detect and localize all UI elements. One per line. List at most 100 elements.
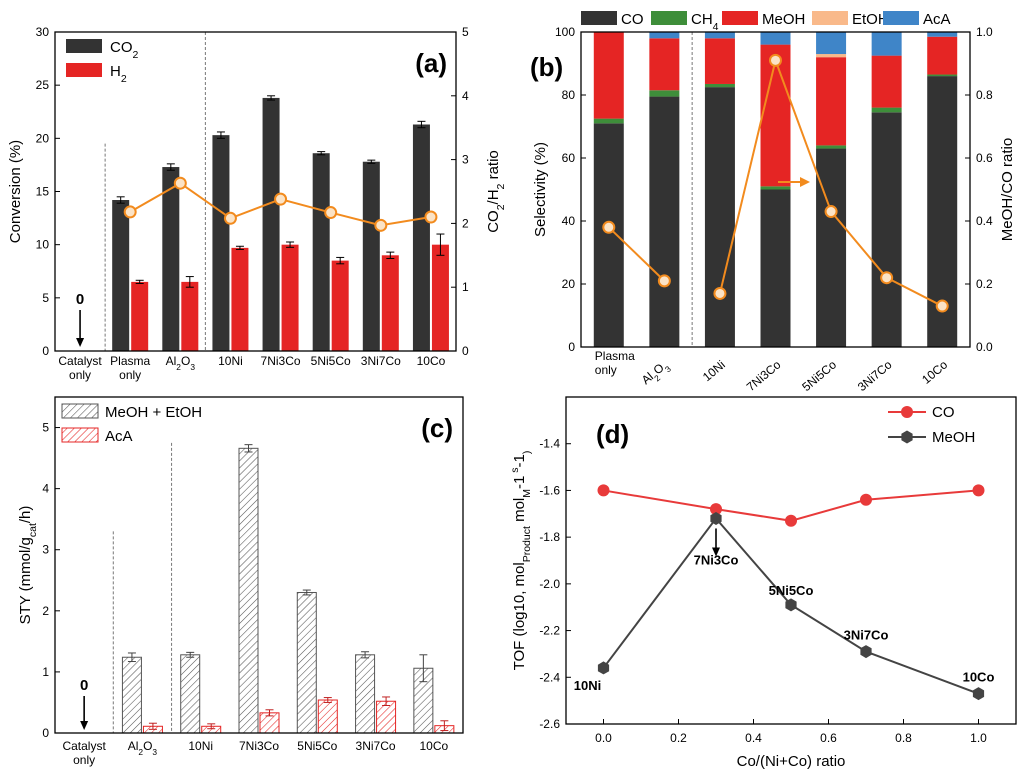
legend-label-EtOH: EtOH (852, 11, 889, 28)
ytick-label: -1.8 (539, 530, 560, 544)
ytick-label: 0 (42, 344, 49, 358)
ytick-label: 80 (562, 88, 576, 102)
legend-swatch-1 (61, 427, 99, 443)
legend-label-MeOH: MeOH (932, 429, 975, 446)
bar-CH4-4 (816, 145, 847, 149)
y-axis-label-part: s (509, 467, 521, 475)
legend-label-0: MeOH + EtOH (105, 404, 202, 421)
point-label-2: 5Ni5Co (769, 583, 814, 598)
y-axis-label-part: mol (511, 498, 528, 526)
y-axis-label-part: Product (521, 526, 533, 562)
xtick-label-5: 3Ni7Co (356, 739, 396, 753)
ytick-label: -2.2 (539, 624, 560, 638)
ytick-label: 10 (36, 238, 50, 252)
ratio-point-5 (324, 206, 338, 220)
panel-label: (b) (530, 52, 563, 82)
bar-CO2-5 (312, 153, 330, 351)
ytick-label: 3 (42, 543, 49, 557)
legend-label-CO2-part: 2 (133, 49, 139, 61)
bar-H2-6 (381, 255, 399, 351)
xtick-label-2-part: Al (166, 354, 177, 368)
bar-AcA-3 (760, 32, 791, 45)
legend-label-CH4-part: 4 (713, 21, 719, 33)
bar-CH4-3 (760, 186, 791, 190)
legend-label-CO: CO (621, 11, 644, 28)
ratio-point-3 (223, 211, 237, 225)
bar-CO2-6 (362, 161, 380, 351)
y-axis-label: Conversion (%) (7, 140, 24, 243)
point-label-3: 3Ni7Co (844, 628, 889, 643)
y-axis-label-part: M (521, 489, 533, 498)
point-label-1: 7Ni3Co (694, 552, 739, 567)
y-axis-label-part: TOF (log10, mol (511, 562, 528, 670)
y2tick-label: 3 (462, 153, 469, 167)
xtick-label-4: 5Ni5Co (297, 739, 337, 753)
legend-label-CO2-part: CO (110, 39, 133, 56)
xtick-label-6: 10Co (420, 739, 449, 753)
xtick-label-1: Al2O3 (639, 357, 673, 390)
legend-swatch-EtOH (812, 11, 848, 25)
xtick-label-1-part: 2 (652, 373, 662, 384)
xtick-label-1-part: O (143, 739, 152, 753)
ratio-point-7 (424, 210, 438, 224)
ytick-label: 4 (42, 482, 49, 496)
bar-MeOH-1 (649, 38, 680, 91)
bar-MeOH + EtOH-4 (296, 591, 317, 734)
legend-label-H2-part: 2 (121, 73, 127, 85)
ratio-point-1 (657, 274, 671, 288)
zero-annotation: 0 (76, 291, 84, 308)
legend-marker-CO (901, 406, 913, 418)
xtick-label-2-part: 2 (176, 362, 181, 372)
bar-MeOH + EtOH-2 (180, 654, 201, 734)
legend-label-H2-part: H (110, 63, 121, 80)
legend-label-CO2: CO2 (110, 39, 139, 61)
point-CO-0 (597, 484, 610, 497)
y2tick-label: 0.6 (976, 151, 993, 165)
xtick-label-5: 3Ni7Co (855, 357, 895, 394)
bar-CO-5 (871, 112, 902, 347)
ytick-label: 20 (562, 277, 576, 291)
legend-label-AcA: AcA (923, 11, 951, 28)
bar-CO-1 (649, 96, 680, 347)
legend-swatch-MeOH (722, 11, 758, 25)
bar-CH4-5 (871, 107, 902, 113)
legend-swatch-0 (61, 403, 99, 419)
legend-swatch-CO (581, 11, 617, 25)
ratio-point-0 (602, 220, 616, 234)
ytick-label: 5 (42, 291, 49, 305)
xtick-label-1-part: 3 (152, 747, 157, 757)
xtick-label-6: 10Co (919, 357, 950, 386)
y-axis-label-part: cat (27, 523, 39, 537)
xtick-label-2: 10Ni (700, 358, 728, 385)
y-axis-label: Selectivity (%) (532, 142, 549, 237)
y2-axis-label-part: ratio (485, 150, 502, 183)
bar-EtOH-4 (816, 54, 847, 58)
bar-AcA-4 (816, 32, 847, 55)
xtick-label-2: 10Ni (188, 739, 213, 753)
zero-arrow-head (80, 721, 89, 730)
xtick-label-7: 10Co (417, 354, 446, 368)
ytick-label: 40 (562, 214, 576, 228)
bar-AcA-4 (317, 699, 338, 734)
y2-axis-label-part: 2 (495, 204, 507, 210)
point-CO-4 (972, 484, 985, 497)
legend-label-CO: CO (932, 404, 955, 421)
ratio-point-2 (713, 286, 727, 300)
xtick-label-0-line2: only (595, 363, 617, 377)
xtick-label-2-part: O (181, 354, 190, 368)
panel-b: 0 20 40 60 80 100 0.0 0.2 0.4 0.6 0.8 1.0 Plasmaonly… (530, 11, 1016, 394)
xtick-label-6: 3Ni7Co (361, 354, 401, 368)
ytick-label: -2.6 (539, 717, 560, 731)
xtick-label-3: 7Ni3Co (239, 739, 279, 753)
legend-label-CO-part: CO (621, 11, 644, 28)
ytick-label: 5 (42, 421, 49, 435)
zero-annotation: 0 (80, 677, 88, 694)
bar-CO2-3 (212, 135, 230, 351)
xtick-label: 0.6 (820, 731, 837, 745)
xtick-label-0: Plasma (595, 349, 635, 363)
ratio-point-4 (824, 205, 838, 219)
bar-CH4-0 (593, 118, 624, 124)
y2tick-label: 0 (462, 344, 469, 358)
plot-frame (54, 396, 464, 734)
